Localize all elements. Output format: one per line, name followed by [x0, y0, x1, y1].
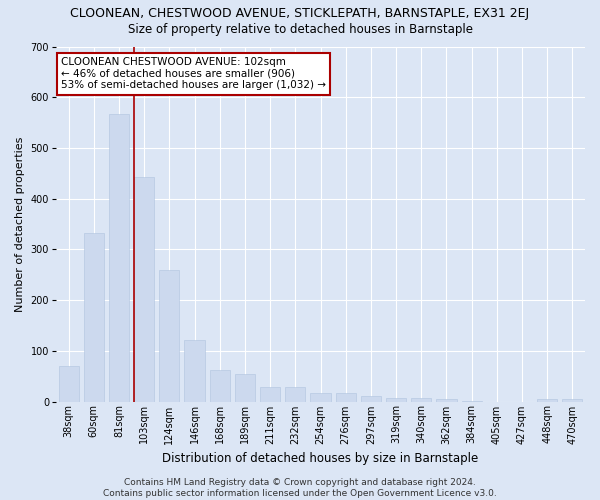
- Bar: [461, 401, 482, 402]
- Bar: [335, 394, 356, 402]
- Text: Contains HM Land Registry data © Crown copyright and database right 2024.
Contai: Contains HM Land Registry data © Crown c…: [103, 478, 497, 498]
- Bar: [235, 374, 255, 402]
- Bar: [310, 394, 331, 402]
- Bar: [562, 399, 583, 402]
- X-axis label: Distribution of detached houses by size in Barnstaple: Distribution of detached houses by size …: [163, 452, 479, 465]
- Bar: [285, 387, 305, 402]
- Text: CLOONEAN, CHESTWOOD AVENUE, STICKLEPATH, BARNSTAPLE, EX31 2EJ: CLOONEAN, CHESTWOOD AVENUE, STICKLEPATH,…: [70, 8, 530, 20]
- Text: Size of property relative to detached houses in Barnstaple: Size of property relative to detached ho…: [128, 22, 473, 36]
- Bar: [84, 232, 104, 402]
- Bar: [260, 387, 280, 402]
- Bar: [59, 366, 79, 402]
- Bar: [537, 399, 557, 402]
- Bar: [209, 370, 230, 402]
- Bar: [411, 398, 431, 402]
- Bar: [184, 340, 205, 402]
- Y-axis label: Number of detached properties: Number of detached properties: [15, 136, 25, 312]
- Bar: [361, 396, 381, 402]
- Bar: [109, 114, 129, 402]
- Bar: [134, 177, 154, 402]
- Bar: [386, 398, 406, 402]
- Bar: [436, 400, 457, 402]
- Text: CLOONEAN CHESTWOOD AVENUE: 102sqm
← 46% of detached houses are smaller (906)
53%: CLOONEAN CHESTWOOD AVENUE: 102sqm ← 46% …: [61, 57, 326, 90]
- Bar: [159, 270, 179, 402]
